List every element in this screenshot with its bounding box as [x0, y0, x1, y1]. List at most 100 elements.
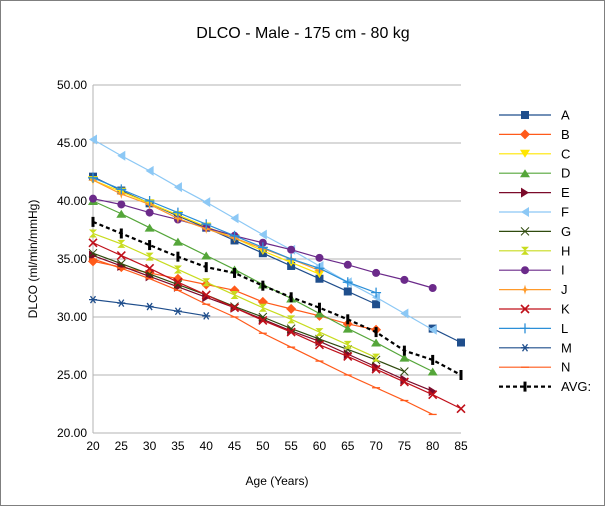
legend-item: AVG: [499, 379, 591, 394]
data-point [371, 364, 381, 374]
data-point [173, 277, 183, 287]
legend-label: AVG: [561, 379, 591, 394]
data-point [287, 315, 296, 324]
data-point [172, 213, 183, 224]
data-point [286, 327, 296, 337]
x-tick-label: 35 [171, 439, 185, 453]
data-point [342, 324, 353, 333]
legend-item: E [499, 185, 570, 200]
data-point [372, 268, 381, 277]
y-tick-label: 45.00 [57, 136, 87, 150]
x-tick-labels: 20 25 30 35 40 45 50 55 60 65 70 75 80 85 [86, 439, 468, 453]
data-point [459, 370, 463, 380]
x-tick-label: 70 [369, 439, 383, 453]
series-l [88, 172, 382, 298]
data-point [520, 149, 530, 158]
legend-item: K [499, 302, 570, 317]
data-point [520, 304, 530, 314]
data-point [230, 302, 239, 311]
y-tick-label: 30.00 [57, 310, 87, 324]
legend-label: G [561, 224, 571, 239]
data-point [257, 242, 268, 253]
series-line [92, 242, 462, 410]
legend-label: L [561, 321, 568, 336]
legend-label: D [561, 166, 570, 181]
data-point [399, 377, 409, 387]
legend-label: C [561, 146, 570, 161]
data-point [520, 227, 530, 236]
legend-item: A [499, 108, 570, 123]
data-point [145, 165, 154, 176]
y-tick-label: 20.00 [57, 426, 87, 440]
data-point [173, 265, 182, 274]
data-point [176, 251, 180, 262]
data-point [521, 207, 529, 217]
data-point [315, 253, 324, 262]
legend-item: M [499, 340, 572, 355]
x-tick-label: 60 [313, 439, 327, 453]
data-point [173, 182, 182, 193]
data-point [148, 240, 152, 251]
data-point [89, 134, 97, 145]
y-tick-label: 50.00 [57, 78, 87, 92]
data-point [258, 303, 267, 312]
data-point [520, 169, 530, 178]
data-point [202, 311, 211, 320]
data-point [520, 284, 530, 295]
data-point [286, 254, 297, 264]
legend-label: B [561, 127, 570, 142]
data-point [428, 324, 437, 335]
data-point [523, 381, 527, 392]
data-point [117, 299, 126, 307]
series-line [92, 220, 462, 376]
data-point [371, 338, 382, 347]
x-tick-label: 80 [426, 439, 440, 453]
data-point [201, 251, 212, 260]
series-group [88, 134, 466, 416]
data-point [289, 292, 293, 303]
data-point [89, 295, 97, 304]
data-point [173, 280, 183, 289]
legend-item: L [499, 321, 568, 336]
series-avg [91, 216, 463, 380]
data-point [457, 338, 465, 347]
data-point [172, 207, 183, 218]
legend-item: I [499, 263, 565, 278]
data-point [116, 184, 127, 195]
data-point [343, 351, 353, 362]
legend-label: N [561, 360, 570, 375]
data-point [314, 309, 325, 318]
x-tick-label: 75 [398, 439, 412, 453]
x-tick-label: 25 [115, 439, 129, 453]
data-point [456, 404, 466, 414]
data-point [428, 390, 438, 400]
legend-item: C [499, 146, 570, 161]
x-tick-label: 45 [228, 439, 242, 453]
data-point [145, 208, 154, 217]
data-point [343, 260, 352, 269]
data-point [233, 267, 237, 278]
data-point [315, 334, 324, 344]
data-point [145, 263, 155, 273]
data-point [521, 246, 529, 255]
series-k [88, 238, 466, 414]
legend-item: D [499, 166, 570, 181]
data-point [400, 308, 409, 319]
data-point [117, 150, 126, 161]
data-point [88, 248, 98, 258]
data-point [400, 367, 409, 376]
data-point [202, 197, 211, 208]
data-point [145, 302, 154, 311]
data-point [201, 219, 212, 230]
data-point [89, 229, 97, 238]
data-point [287, 245, 296, 254]
data-point [343, 287, 352, 296]
x-tick-label: 50 [256, 439, 270, 453]
legend-item: F [499, 205, 569, 220]
legend-label: E [561, 185, 570, 200]
x-tick-label: 55 [284, 439, 298, 453]
data-point [286, 324, 296, 333]
data-point [371, 287, 382, 298]
